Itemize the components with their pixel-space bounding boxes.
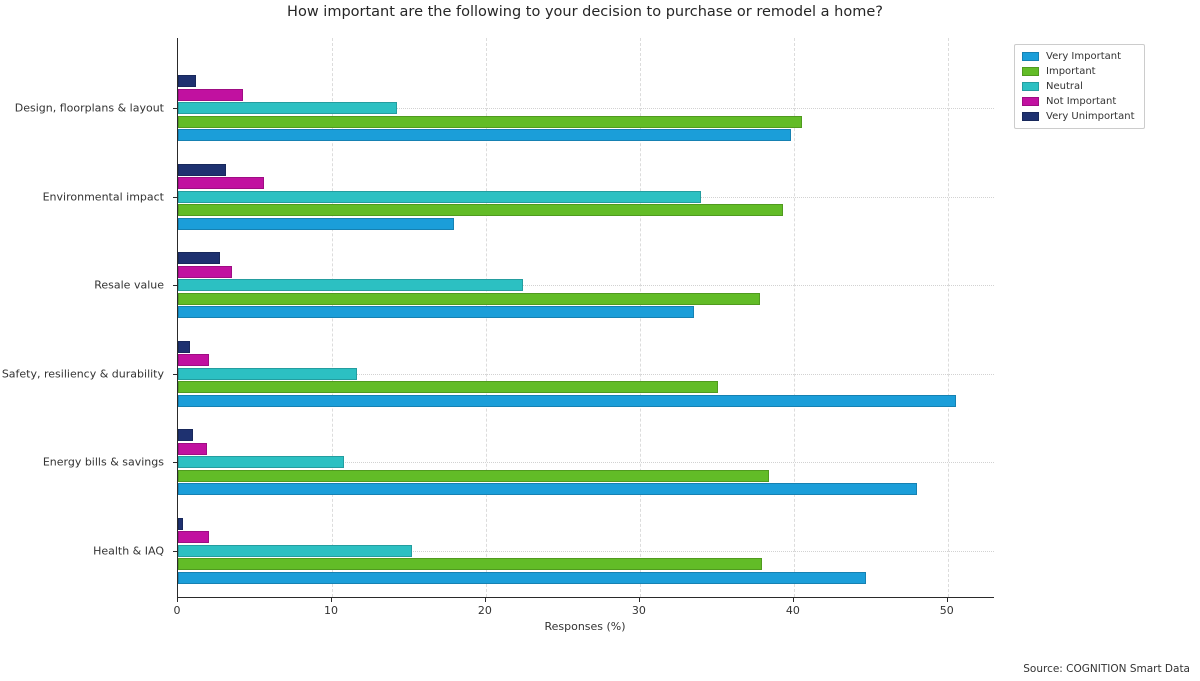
x-tick-label-40: 40 <box>785 604 800 617</box>
legend: Very Important Important Neutral Not Import… <box>1014 44 1145 129</box>
gridline-y-health-iaq <box>178 550 994 552</box>
legend-swatch-not-important <box>1022 97 1039 106</box>
legend-swatch-very-unimportant <box>1022 112 1039 121</box>
x-tick-20 <box>484 598 486 603</box>
bar-group-environmental-impact <box>178 153 994 242</box>
y-label-resale-value: Resale value <box>94 278 164 292</box>
x-tick-0 <box>177 598 178 603</box>
legend-label-not-important: Not Important <box>1046 96 1117 107</box>
bar-environmental-impact-neutral <box>178 190 702 203</box>
bar-energy-bills-savings-not-important <box>178 442 208 455</box>
bar-health-iaq-important <box>178 558 762 571</box>
x-tick-40 <box>792 598 794 603</box>
y-axis-labels: Design, floorplans & layout Environmental… <box>0 38 172 597</box>
legend-item-neutral: Neutral <box>1022 81 1135 92</box>
y-tick-resale-value <box>173 285 177 287</box>
y-tick-safety-resiliency-durability <box>173 373 177 375</box>
legend-item-important: Important <box>1022 66 1135 77</box>
bar-health-iaq-very-unimportant <box>178 517 183 530</box>
bar-design-floorplans-layout-neutral <box>178 102 397 115</box>
bar-design-floorplans-layout-important <box>178 115 802 128</box>
bar-groups <box>178 38 994 597</box>
bar-safety-resiliency-durability-neutral <box>178 367 357 380</box>
bar-safety-resiliency-durability-important <box>178 381 719 394</box>
y-tick-energy-bills-savings <box>173 462 177 464</box>
y-label-energy-bills-savings: Energy bills & savings <box>42 455 164 469</box>
bar-resale-value-very-unimportant <box>178 252 220 265</box>
chart-title: How important are the following to your … <box>287 4 883 20</box>
legend-label-important: Important <box>1046 66 1096 77</box>
gridline-y-design-floorplans-layout <box>178 108 994 110</box>
y-tick-health-iaq <box>173 550 177 552</box>
legend-label-very-important: Very Important <box>1046 51 1121 62</box>
legend-label-neutral: Neutral <box>1046 81 1083 92</box>
bar-energy-bills-savings-very-unimportant <box>178 429 194 442</box>
bar-environmental-impact-very-important <box>178 217 454 230</box>
bar-resale-value-neutral <box>178 279 523 292</box>
bar-design-floorplans-layout-very-important <box>178 129 791 142</box>
gridline-x-40 <box>793 38 795 597</box>
source-credit: Source: COGNITION Smart Data <box>1023 663 1190 675</box>
bar-health-iaq-not-important <box>178 531 209 544</box>
y-tick-design-floorplans-layout <box>173 108 177 110</box>
bar-resale-value-not-important <box>178 265 232 278</box>
y-label-safety-resiliency-durability: Safety, resiliency & durability <box>1 367 164 381</box>
y-label-environmental-impact: Environmental impact <box>42 190 164 204</box>
x-axis-title: Responses (%) <box>544 620 626 633</box>
x-tick-label-30: 30 <box>631 604 646 617</box>
legend-swatch-important <box>1022 67 1039 76</box>
x-tick-label-50: 50 <box>939 604 954 617</box>
bar-resale-value-important <box>178 292 760 305</box>
bar-environmental-impact-important <box>178 204 784 217</box>
x-tick-50 <box>946 598 948 603</box>
bar-group-health-iaq <box>178 507 994 596</box>
bar-environmental-impact-very-unimportant <box>178 163 226 176</box>
y-label-health-iaq: Health & IAQ <box>93 544 164 558</box>
bar-group-safety-resiliency-durability <box>178 330 994 419</box>
bar-health-iaq-neutral <box>178 544 413 557</box>
x-tick-10 <box>330 598 332 603</box>
bar-group-resale-value <box>178 241 994 330</box>
legend-swatch-neutral <box>1022 82 1039 91</box>
gridline-y-safety-resiliency-durability <box>178 373 994 375</box>
bar-energy-bills-savings-neutral <box>178 456 345 469</box>
legend-label-very-unimportant: Very Unimportant <box>1046 111 1135 122</box>
legend-item-not-important: Not Important <box>1022 96 1135 107</box>
y-label-design-floorplans-layout: Design, floorplans & layout <box>14 101 164 115</box>
legend-item-very-unimportant: Very Unimportant <box>1022 111 1135 122</box>
x-tick-30 <box>638 598 640 603</box>
y-tick-environmental-impact <box>173 196 177 198</box>
x-tick-label-20: 20 <box>477 604 492 617</box>
bar-environmental-impact-not-important <box>178 177 265 190</box>
bar-energy-bills-savings-very-important <box>178 483 918 496</box>
x-tick-label-0: 0 <box>173 604 181 617</box>
bar-safety-resiliency-durability-very-important <box>178 394 956 407</box>
gridline-y-energy-bills-savings <box>178 462 994 464</box>
gridline-x-50 <box>947 38 949 597</box>
bar-safety-resiliency-durability-not-important <box>178 354 209 367</box>
plot-area <box>177 38 994 598</box>
bar-safety-resiliency-durability-very-unimportant <box>178 340 191 353</box>
bar-health-iaq-very-important <box>178 571 867 584</box>
bar-energy-bills-savings-important <box>178 469 770 482</box>
bar-group-design-floorplans-layout <box>178 64 994 153</box>
x-tick-label-10: 10 <box>323 604 338 617</box>
gridline-y-resale-value <box>178 285 994 287</box>
legend-swatch-very-important <box>1022 52 1039 61</box>
bar-design-floorplans-layout-very-unimportant <box>178 75 197 88</box>
bar-design-floorplans-layout-not-important <box>178 88 243 101</box>
legend-item-very-important: Very Important <box>1022 51 1135 62</box>
bar-group-energy-bills-savings <box>178 418 994 507</box>
bar-resale-value-very-important <box>178 306 694 319</box>
